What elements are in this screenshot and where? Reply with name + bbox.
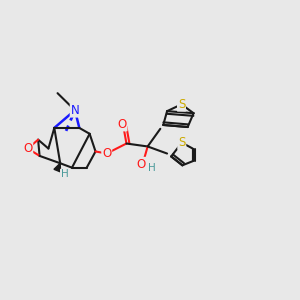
Text: O: O bbox=[117, 118, 127, 130]
Text: O: O bbox=[102, 147, 111, 160]
Text: H: H bbox=[148, 163, 156, 173]
Text: O: O bbox=[136, 158, 146, 171]
Text: S: S bbox=[178, 136, 185, 149]
Text: S: S bbox=[178, 98, 185, 111]
Text: H: H bbox=[61, 169, 68, 179]
Polygon shape bbox=[54, 163, 61, 172]
Text: N: N bbox=[70, 104, 79, 117]
Text: O: O bbox=[23, 142, 32, 155]
